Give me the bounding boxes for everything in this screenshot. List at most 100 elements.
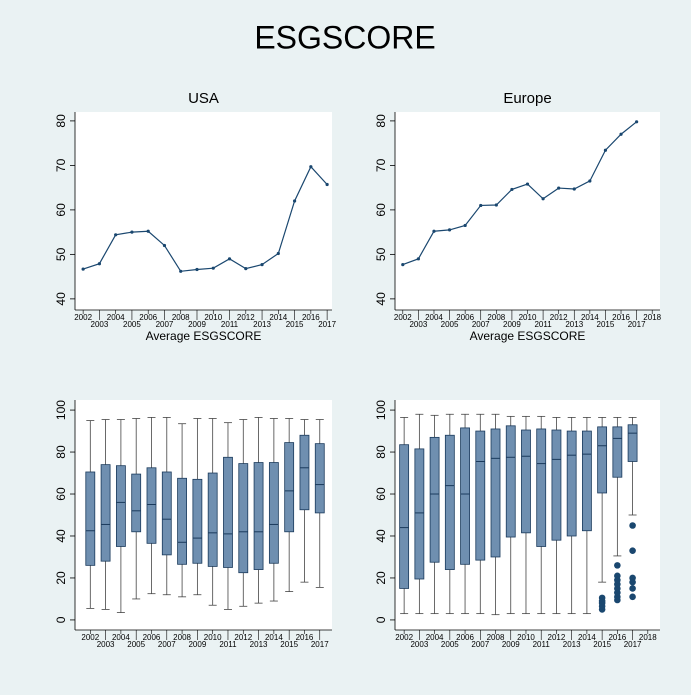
point — [179, 269, 183, 273]
point — [432, 229, 436, 233]
x-tick-label: 2004 — [425, 313, 443, 322]
x-tick-label: 2014 — [581, 313, 599, 322]
y-tick-label: 100 — [374, 400, 388, 420]
x-tick-label: 2006 — [139, 313, 157, 322]
point — [619, 132, 623, 136]
x-tick-label: 2015 — [597, 320, 615, 329]
box — [627, 424, 638, 462]
x-tick-label: 2010 — [519, 313, 537, 322]
plot-area — [75, 112, 332, 310]
point — [401, 263, 405, 267]
point — [162, 243, 167, 248]
y-tick-label: 100 — [54, 400, 68, 420]
box — [131, 473, 142, 533]
x-tick-label: 2009 — [502, 640, 520, 649]
y-tick-label: 0 — [374, 616, 388, 623]
y-tick-label: 60 — [54, 487, 68, 501]
plot-area — [395, 112, 660, 310]
x-tick-label: 2016 — [296, 633, 314, 642]
x-tick-label: 2010 — [517, 633, 535, 642]
y-tick-label: 70 — [374, 158, 388, 172]
outlier — [629, 522, 636, 529]
point — [510, 187, 514, 192]
x-tick-label: 2006 — [143, 633, 161, 642]
x-tick-label: 2015 — [286, 320, 304, 329]
box — [505, 425, 516, 538]
y-tick-label: 50 — [374, 247, 388, 261]
box — [581, 430, 592, 532]
box — [490, 428, 501, 558]
x-tick-label: 2014 — [269, 313, 287, 322]
outlier — [614, 562, 621, 569]
y-tick-label: 80 — [54, 445, 68, 459]
box — [284, 442, 295, 533]
point — [81, 267, 85, 271]
point — [325, 182, 329, 187]
x-tick-label: 2012 — [234, 633, 252, 642]
point — [114, 233, 118, 237]
point — [557, 186, 561, 190]
series-line — [402, 121, 637, 266]
x-tick-label: 2014 — [265, 633, 283, 642]
x-tick-label: 2016 — [608, 633, 626, 642]
x-tick-label: 2015 — [280, 640, 298, 649]
point — [588, 179, 592, 183]
point — [494, 203, 498, 207]
x-tick-label: 2018 — [639, 633, 657, 642]
x-tick-label: 2005 — [127, 640, 145, 649]
y-tick-label: 40 — [54, 292, 68, 306]
x-tick-label: 2017 — [311, 640, 329, 649]
x-tick-label: 2012 — [550, 313, 568, 322]
box — [475, 430, 486, 561]
x-tick-label: 2011 — [219, 640, 237, 649]
box — [460, 427, 470, 565]
box — [314, 443, 325, 514]
x-tick-label: 2010 — [204, 633, 222, 642]
x-tick-label: 2004 — [112, 633, 130, 642]
box — [521, 429, 531, 534]
point — [309, 165, 313, 169]
box — [207, 472, 218, 567]
x-tick-label: 2016 — [302, 313, 320, 322]
point — [447, 228, 452, 232]
x-tick-label: 2003 — [91, 320, 109, 329]
y-tick-label: 20 — [374, 571, 388, 585]
x-tick-label: 2003 — [97, 640, 115, 649]
x-tick-label: 2009 — [188, 640, 206, 649]
x-tick-label: 2017 — [318, 320, 336, 329]
x-tick-label: 2010 — [204, 313, 222, 322]
box — [612, 426, 623, 478]
x-tick-label: 2011 — [534, 320, 552, 329]
x-axis-title: Average ESGSCORE — [146, 329, 262, 343]
outlier — [629, 574, 636, 582]
y-tick-label: 40 — [54, 529, 68, 543]
box — [177, 477, 187, 565]
x-tick-label: 2007 — [156, 320, 174, 329]
point — [146, 229, 150, 233]
point — [479, 203, 483, 208]
x-tick-label: 2011 — [221, 320, 239, 329]
x-tick-label: 2007 — [158, 640, 176, 649]
y-tick-label: 60 — [54, 203, 68, 217]
box — [429, 436, 440, 563]
x-tick-label: 2002 — [395, 633, 413, 642]
x-tick-label: 2006 — [456, 313, 474, 322]
x-tick-label: 2005 — [441, 320, 459, 329]
y-tick-label: 0 — [54, 616, 68, 623]
point — [211, 266, 215, 270]
y-tick-label: 40 — [374, 292, 388, 306]
box — [238, 463, 249, 574]
y-tick-label: 70 — [54, 158, 68, 172]
point — [260, 263, 264, 267]
point — [244, 267, 248, 271]
y-tick-label: 40 — [374, 529, 388, 543]
box — [146, 467, 157, 544]
x-tick-label: 2008 — [487, 313, 505, 322]
x-tick-label: 2008 — [487, 633, 505, 642]
box — [115, 465, 126, 547]
point — [541, 197, 545, 201]
x-axis-title: Average ESGSCORE — [470, 329, 586, 343]
chart-title: ESGSCORE — [254, 19, 435, 55]
point — [603, 148, 608, 152]
